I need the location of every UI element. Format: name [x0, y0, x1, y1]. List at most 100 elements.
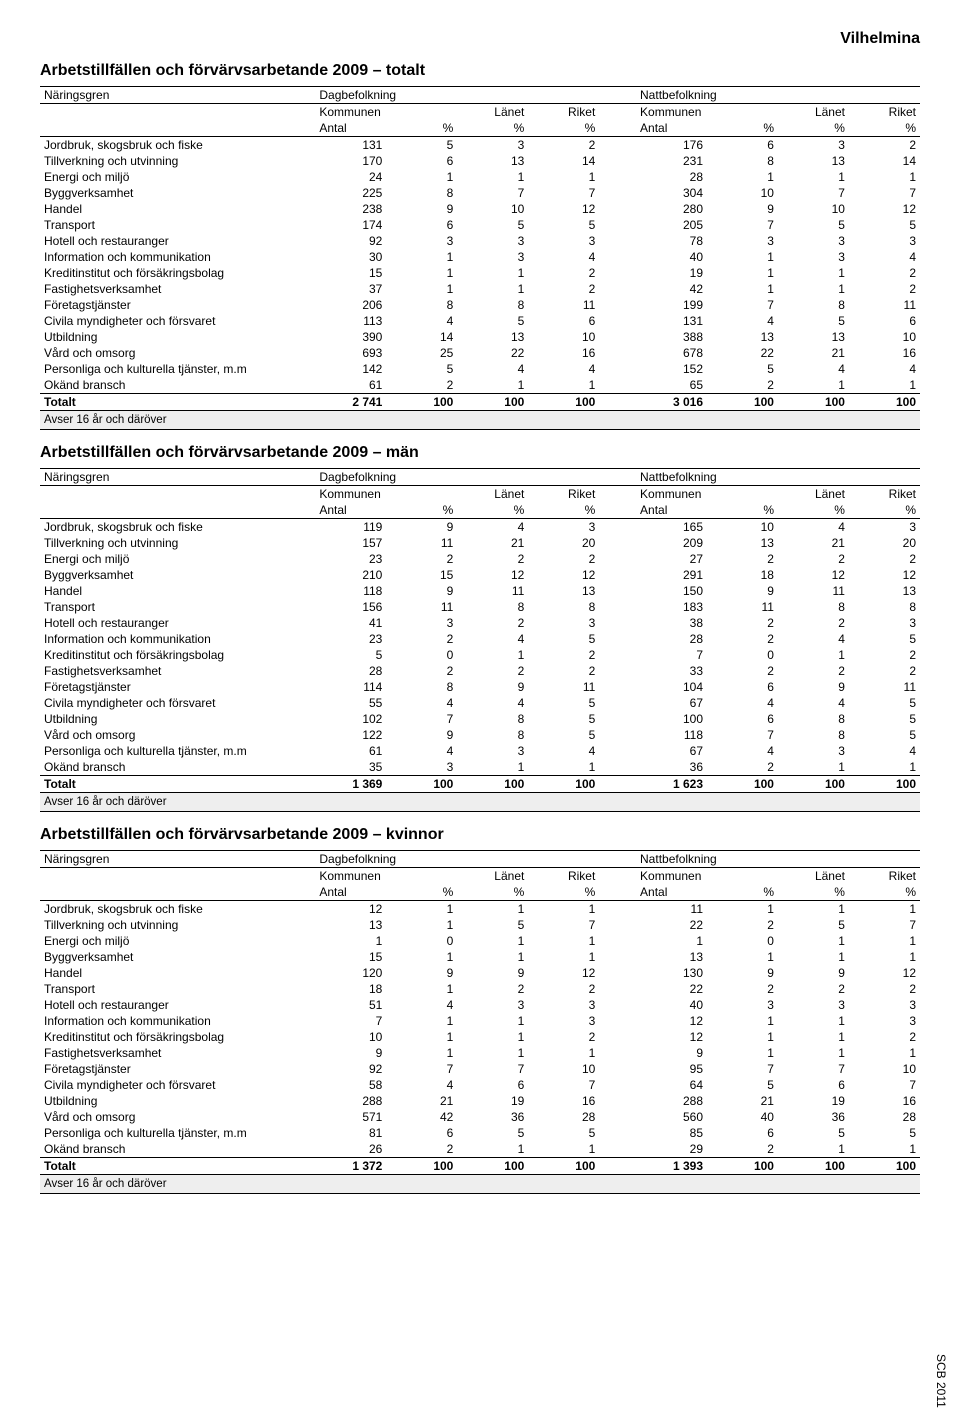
- cell: 1: [778, 377, 849, 394]
- cell: 5: [457, 917, 528, 933]
- cell: 130: [636, 965, 707, 981]
- cell: 1: [528, 169, 599, 185]
- cell: 0: [386, 647, 457, 663]
- cell: 11: [849, 679, 920, 695]
- cell: 22: [636, 917, 707, 933]
- cell: 1: [707, 281, 778, 297]
- row-label: Jordbruk, skogsbruk och fiske: [40, 519, 315, 536]
- cell: 15: [315, 949, 386, 965]
- cell: 2: [778, 981, 849, 997]
- cell: 1: [778, 1045, 849, 1061]
- cell: 3: [528, 519, 599, 536]
- cell: 2: [528, 647, 599, 663]
- cell: 2: [849, 281, 920, 297]
- cell: 5: [849, 695, 920, 711]
- cell: 20: [849, 535, 920, 551]
- cell: 21: [778, 345, 849, 361]
- cell: 1: [457, 1141, 528, 1158]
- cell: 3: [528, 1013, 599, 1029]
- tables-container: Arbetstillfällen och förvärvsarbetande 2…: [40, 62, 920, 1194]
- cell: 7: [528, 1077, 599, 1093]
- cell: 6: [707, 679, 778, 695]
- cell: 199: [636, 297, 707, 313]
- cell: 2: [707, 759, 778, 776]
- row-label: Transport: [40, 217, 315, 233]
- cell: 13: [778, 329, 849, 345]
- cell: 8: [386, 185, 457, 201]
- cell: 3: [457, 743, 528, 759]
- table-row: Jordbruk, skogsbruk och fiske11994316510…: [40, 519, 920, 536]
- cell: 6: [707, 137, 778, 154]
- table-row: Kreditinstitut och försäkringsbolag50127…: [40, 647, 920, 663]
- cell: 12: [849, 965, 920, 981]
- cell: 21: [707, 1093, 778, 1109]
- table-row: Företagstjänster927710957710: [40, 1061, 920, 1077]
- cell: 40: [707, 1109, 778, 1125]
- cell: 5: [849, 217, 920, 233]
- col-pct: %: [528, 120, 599, 137]
- cell: 28: [528, 1109, 599, 1125]
- cell: 100: [386, 776, 457, 793]
- cell: 1: [707, 1013, 778, 1029]
- cell: 3: [457, 249, 528, 265]
- cell: 8: [849, 599, 920, 615]
- row-label: Civila myndigheter och försvaret: [40, 1077, 315, 1093]
- cell: 41: [315, 615, 386, 631]
- cell: 100: [707, 776, 778, 793]
- cell: 85: [636, 1125, 707, 1141]
- row-label: Företagstjänster: [40, 679, 315, 695]
- cell: 3: [386, 615, 457, 631]
- cell: 2: [386, 551, 457, 567]
- cell: 7: [457, 1061, 528, 1077]
- cell: 4: [778, 695, 849, 711]
- cell: 19: [636, 265, 707, 281]
- cell: 12: [849, 201, 920, 217]
- table-row: Tillverkning och utvinning15711212020913…: [40, 535, 920, 551]
- cell: 11: [528, 297, 599, 313]
- cell: 2: [386, 1141, 457, 1158]
- cell: 12: [315, 901, 386, 918]
- cell: 2: [849, 663, 920, 679]
- table-row: Utbildning288211916288211916: [40, 1093, 920, 1109]
- cell: 3: [778, 997, 849, 1013]
- table-row: Civila myndigheter och försvaret58467645…: [40, 1077, 920, 1093]
- col-pct: %: [778, 120, 849, 137]
- row-label: Hotell och restauranger: [40, 233, 315, 249]
- col-riket: Riket: [528, 486, 599, 503]
- table-row: Information och kommunikation3013440134: [40, 249, 920, 265]
- table-row: Civila myndigheter och försvaret11345613…: [40, 313, 920, 329]
- cell: 1: [457, 647, 528, 663]
- cell: 100: [707, 394, 778, 411]
- cell: 1: [849, 901, 920, 918]
- stats-table: NäringsgrenDagbefolkningNattbefolkningKo…: [40, 86, 920, 430]
- cell: 157: [315, 535, 386, 551]
- cell: 37: [315, 281, 386, 297]
- table-row: Kreditinstitut och försäkringsbolag10112…: [40, 1029, 920, 1045]
- cell: 206: [315, 297, 386, 313]
- cell: 10: [849, 329, 920, 345]
- cell: 5: [528, 1125, 599, 1141]
- cell: 5: [849, 727, 920, 743]
- table-row: Handel12099121309912: [40, 965, 920, 981]
- cell: 3: [528, 997, 599, 1013]
- cell: 100: [386, 1158, 457, 1175]
- table-row: Tillverkning och utvinning1315722257: [40, 917, 920, 933]
- cell: 5: [849, 1125, 920, 1141]
- section-title: Arbetstillfällen och förvärvsarbetande 2…: [40, 826, 920, 844]
- col-pct: %: [386, 120, 457, 137]
- cell: 13: [778, 153, 849, 169]
- table-row: Utbildning390141310388131310: [40, 329, 920, 345]
- cell: 8: [528, 599, 599, 615]
- table-total-row: Totalt1 3691001001001 623100100100: [40, 776, 920, 793]
- cell: 174: [315, 217, 386, 233]
- cell: 100: [636, 711, 707, 727]
- cell: 280: [636, 201, 707, 217]
- cell: 4: [707, 695, 778, 711]
- row-label: Utbildning: [40, 329, 315, 345]
- cell: 1: [528, 759, 599, 776]
- col-pct: %: [457, 884, 528, 901]
- cell: 2: [528, 551, 599, 567]
- cell: 13: [457, 329, 528, 345]
- cell: 3: [849, 615, 920, 631]
- cell: 2: [528, 137, 599, 154]
